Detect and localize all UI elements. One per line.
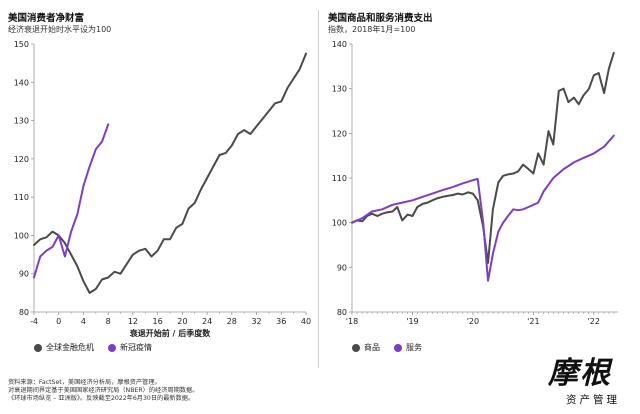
- legend-item-goods: 商品: [352, 342, 380, 353]
- legend-swatch-services: [394, 343, 402, 352]
- x-axis-label: 衰退开始前 / 后季度数: [129, 328, 211, 338]
- legend-label-covid: 新冠疫情: [120, 343, 152, 352]
- right-chart-title: 美国商品和服务消费支出: [328, 13, 433, 24]
- right-chart-legend: 商品 服务: [352, 342, 422, 353]
- panel-divider: [318, 10, 319, 368]
- legend-swatch-covid: [108, 343, 116, 352]
- y-tick-label: 140: [332, 40, 347, 49]
- series-line-dark: [351, 51, 615, 264]
- y-tick-label: 80: [337, 308, 347, 317]
- right-chart-subtitle: 指数，2018年1月=100: [328, 25, 416, 34]
- x-tick-label: 12: [128, 317, 138, 326]
- footnote-line-2: 对衰退期间界定基于美国国家经济研究局（NBER）的经济周期数据。: [8, 387, 199, 394]
- x-tick-label: 8: [106, 317, 111, 326]
- legend-label-gfc: 全球金融危机: [46, 343, 94, 352]
- left-chart-title: 美国消费者净财富: [8, 13, 85, 24]
- left-chart-subtitle: 经济衰退开始时水平设为100: [8, 25, 112, 34]
- series-line-dark: [33, 52, 307, 294]
- left-chart-legend: 全球金融危机 新冠疫情: [34, 342, 152, 353]
- y-tick-label: 90: [19, 270, 29, 279]
- y-tick-label: 150: [14, 40, 29, 49]
- x-tick-label: 20: [177, 317, 187, 326]
- x-tick-label: 16: [153, 317, 163, 326]
- logo-tagline: 资产管理: [566, 394, 620, 406]
- x-tick-label: '20: [467, 317, 479, 326]
- x-tick-label: 4: [81, 317, 86, 326]
- source-footnote: 资料来源：FactSet，美国经济分析局，摩根资产管理。 对衰退期间界定基于美国…: [8, 379, 198, 403]
- x-tick-label: 24: [202, 317, 212, 326]
- y-tick-label: 80: [19, 308, 29, 317]
- x-tick-label: 36: [276, 317, 286, 326]
- x-tick-label: -4: [30, 317, 38, 326]
- x-tick-label: 28: [227, 317, 237, 326]
- x-tick-label: 0: [56, 317, 61, 326]
- y-tick-label: 140: [14, 78, 29, 87]
- footnote-line-3: 《环球市场纵览 – 亚洲版》。反映截至2022年6月30日的最新数据。: [8, 395, 195, 402]
- y-tick-label: 130: [332, 85, 347, 94]
- y-tick-label: 100: [332, 219, 347, 228]
- logo-wordmark: 摩根: [548, 356, 612, 391]
- y-tick-label: 120: [332, 129, 347, 138]
- y-tick-label: 100: [14, 231, 29, 240]
- x-tick-label: '22: [588, 317, 600, 326]
- x-tick-label: '19: [406, 317, 418, 326]
- y-tick-label: 110: [14, 193, 29, 202]
- x-tick-label: 32: [251, 317, 261, 326]
- legend-item-covid: 新冠疫情: [108, 342, 152, 353]
- footnote-line-1: 资料来源：FactSet，美国经济分析局，摩根资产管理。: [8, 379, 161, 386]
- y-tick-label: 110: [332, 174, 347, 183]
- legend-label-goods: 商品: [364, 343, 380, 352]
- x-tick-label: '18: [346, 317, 358, 326]
- series-line-purple: [351, 134, 615, 282]
- y-tick-label: 120: [14, 155, 29, 164]
- x-tick-label: 40: [301, 317, 311, 326]
- series-line-purple: [33, 123, 110, 279]
- legend-swatch-gfc: [34, 343, 42, 352]
- legend-item-gfc: 全球金融危机: [34, 342, 94, 353]
- legend-label-services: 服务: [406, 343, 422, 352]
- y-tick-label: 130: [14, 117, 29, 126]
- left-chart: 80 90 100 110 120 130 140 150 -4 0 4 8 12 16 20 24 28 32 3…: [14, 40, 311, 338]
- right-chart: 80 90 100 110 120 130 140 '18 '19 '20 '21 '22: [332, 40, 618, 326]
- legend-item-services: 服务: [394, 342, 422, 353]
- x-tick-label: '21: [527, 317, 539, 326]
- legend-swatch-goods: [352, 343, 360, 352]
- brand-logo: 摩根 资产管理: [548, 348, 636, 408]
- y-tick-label: 90: [337, 263, 347, 272]
